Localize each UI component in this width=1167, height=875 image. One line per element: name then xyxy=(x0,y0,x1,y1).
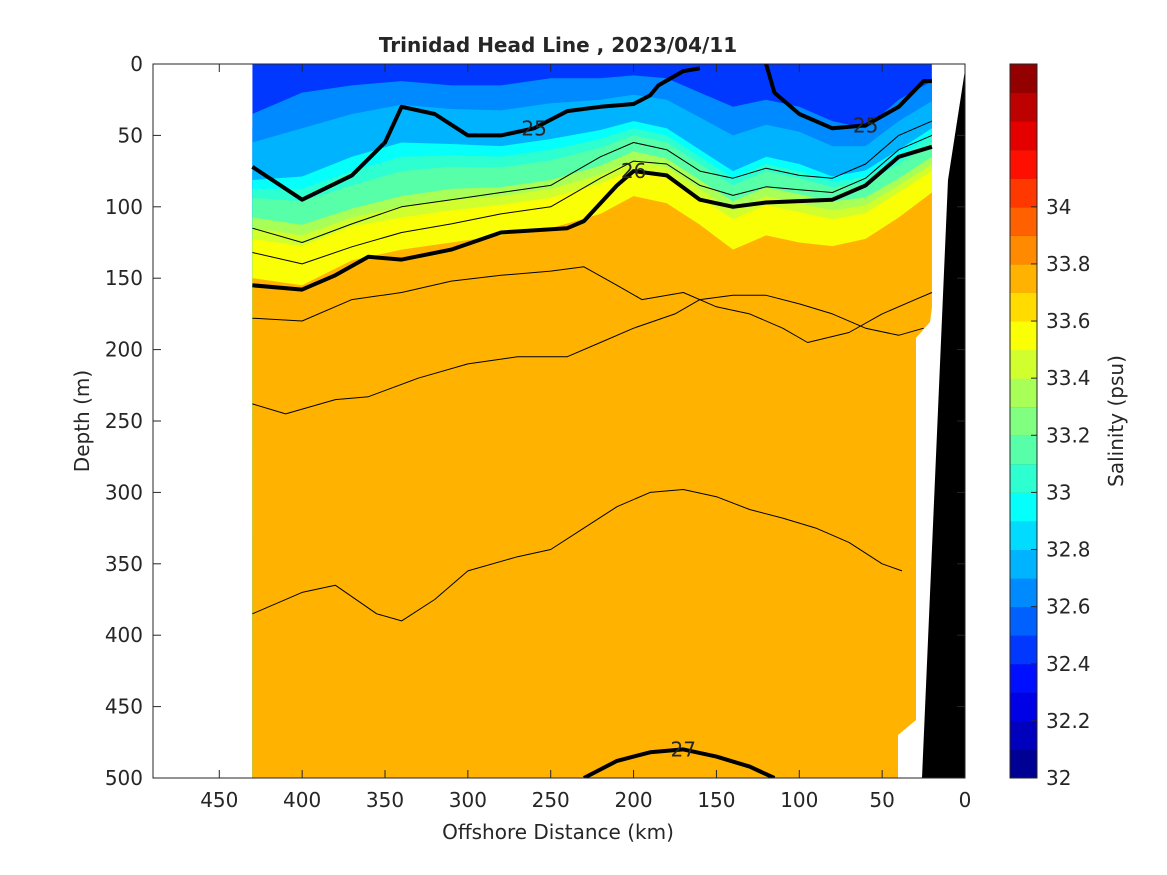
colorbar-segment xyxy=(1010,720,1037,750)
sigma-contour-thin-4 xyxy=(252,120,933,243)
colorbar-tick-label: 34 xyxy=(1046,195,1071,219)
y-axis-label: Depth (m) xyxy=(70,370,94,472)
colorbar-tick-label: 32.8 xyxy=(1046,538,1091,562)
y-tick-label: 200 xyxy=(105,338,143,362)
colorbar-segment xyxy=(1010,463,1037,493)
y-tick-label: 150 xyxy=(105,266,143,290)
colorbar-segment xyxy=(1010,435,1037,465)
y-tick-label: 300 xyxy=(105,480,143,504)
colorbar-tick-label: 33 xyxy=(1046,480,1071,504)
seafloor-shelf xyxy=(922,70,965,778)
colorbar-segment xyxy=(1010,492,1037,522)
colorbar-segment xyxy=(1010,235,1037,265)
colorbar-segment xyxy=(1010,149,1037,179)
sigma-contour-26 xyxy=(252,144,933,292)
colorbar-tick-label: 33.6 xyxy=(1046,309,1091,333)
sigma-contour-thin-8 xyxy=(252,489,903,622)
y-tick-label: 350 xyxy=(105,552,143,576)
colorbar-segment xyxy=(1010,578,1037,608)
colorbar-segment xyxy=(1010,635,1037,665)
x-tick-label: 0 xyxy=(959,788,972,812)
colorbar-tick-label: 32.4 xyxy=(1046,652,1091,676)
colorbar-tick-label: 32 xyxy=(1046,766,1071,790)
colorbar-segment xyxy=(1010,406,1037,436)
sigma-contour-thin-7 xyxy=(252,294,924,415)
colorbar-segment xyxy=(1010,349,1037,379)
colorbar-ticks: 32 32.2 32.4 32.6 32.8 33 33.2 33.4 33.6 33.8 34 xyxy=(1031,195,1091,790)
colorbar-tick-label: 32.6 xyxy=(1046,595,1091,619)
salinity-subband-33-6-1 xyxy=(252,192,932,778)
colorbar-tick-label: 33.4 xyxy=(1046,366,1091,390)
sigma-contour-thin-6 xyxy=(252,266,933,343)
contour-label-25: 25 xyxy=(853,113,878,137)
x-tick-label: 200 xyxy=(614,788,652,812)
x-axis: 450 400 350 300 250 200 150 100 50 0 xyxy=(200,64,971,812)
colorbar-segment xyxy=(1010,64,1037,94)
salinity-contour-fill xyxy=(252,64,932,778)
colorbar-segment xyxy=(1010,663,1037,693)
colorbar-tick-label: 32.2 xyxy=(1046,709,1091,733)
contour-label-27: 27 xyxy=(671,737,696,761)
x-axis-label: Offshore Distance (km) xyxy=(442,820,674,844)
chart-title: Trinidad Head Line , 2023/04/11 xyxy=(379,33,737,57)
contour-label-25: 25 xyxy=(521,116,546,140)
contour-label-26: 26 xyxy=(621,159,646,183)
colorbar-segment xyxy=(1010,520,1037,551)
colorbar-frame xyxy=(1009,63,1038,779)
x-tick-label: 300 xyxy=(449,788,487,812)
seafloor-step xyxy=(898,720,916,778)
topography-mask xyxy=(898,64,965,778)
x-tick-label: 400 xyxy=(283,788,321,812)
colorbar-segment xyxy=(1010,92,1037,122)
y-tick-label: 100 xyxy=(105,195,143,219)
colorbar-segment xyxy=(1010,749,1037,779)
y-axis: 0 50 100 150 200 250 300 350 400 450 500 xyxy=(105,52,965,790)
sigma-contour-25 xyxy=(251,66,701,202)
colorbar-segment xyxy=(1010,263,1037,293)
x-tick-label: 250 xyxy=(532,788,570,812)
sigma-contour-thin-5 xyxy=(252,134,933,265)
x-tick-label: 50 xyxy=(869,788,894,812)
colorbar-label: Salinity (psu) xyxy=(1104,355,1128,487)
colorbar-segment xyxy=(1010,321,1037,351)
contour-labels: 25 25 26 27 xyxy=(521,113,878,761)
y-tick-label: 400 xyxy=(105,623,143,647)
colorbar-tick-label: 33.2 xyxy=(1046,423,1091,447)
x-tick-label: 100 xyxy=(780,788,818,812)
colorbar-tick-label: 33.8 xyxy=(1046,252,1091,276)
colorbar-segment xyxy=(1010,121,1037,151)
colorbar-segment xyxy=(1010,549,1037,579)
density-contours xyxy=(251,64,933,778)
x-tick-label: 150 xyxy=(697,788,735,812)
x-tick-label: 350 xyxy=(366,788,404,812)
colorbar-segment xyxy=(1010,378,1037,408)
colorbar-segment xyxy=(1010,692,1037,722)
sigma-contour-25 xyxy=(764,64,932,131)
y-tick-label: 500 xyxy=(105,766,143,790)
colorbar-segment xyxy=(1010,292,1037,322)
y-tick-label: 250 xyxy=(105,409,143,433)
colorbar-segment xyxy=(1010,206,1037,236)
colorbar-segment xyxy=(1010,606,1037,636)
y-tick-label: 0 xyxy=(130,52,143,76)
y-tick-label: 50 xyxy=(118,123,143,147)
x-tick-label: 450 xyxy=(200,788,238,812)
sigma-contour-27 xyxy=(582,747,776,778)
y-tick-label: 450 xyxy=(105,695,143,719)
colorbar xyxy=(1010,63,1037,779)
colorbar-segment xyxy=(1010,178,1037,208)
